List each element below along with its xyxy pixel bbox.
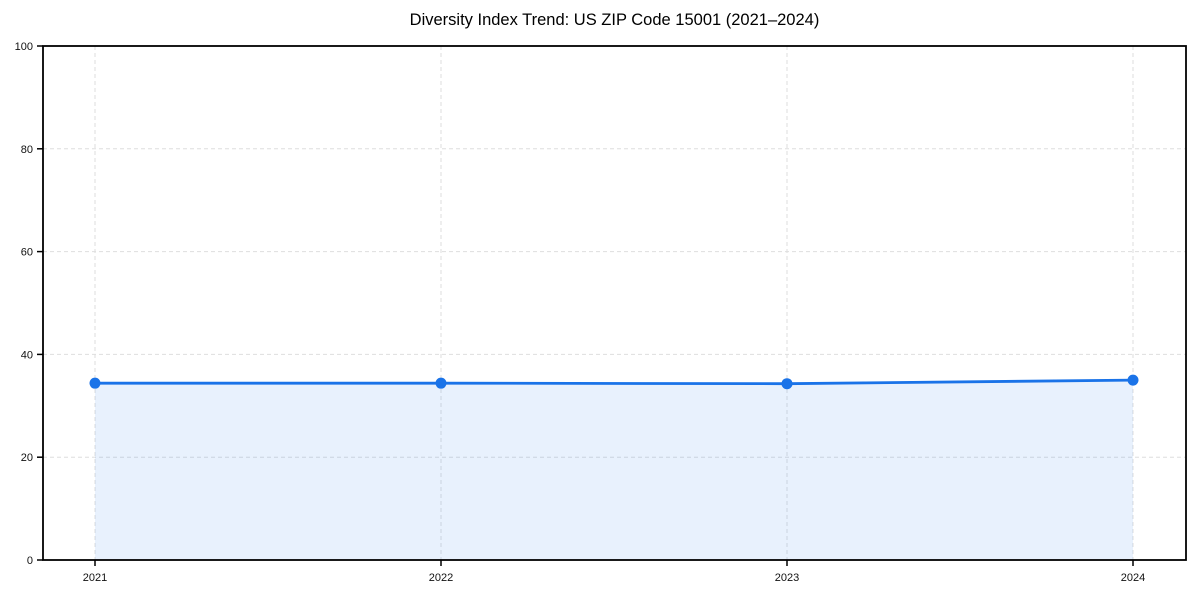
data-point [435,377,447,389]
area-fill [95,380,1133,560]
y-tick-label: 20 [21,452,33,464]
x-tick-label: 2022 [429,572,453,584]
y-tick-label: 0 [27,555,33,567]
x-tick-label: 2021 [83,572,107,584]
y-tick-label: 80 [21,144,33,156]
y-tick-label: 100 [15,41,33,53]
y-tick-label: 40 [21,349,33,361]
y-tick-label: 60 [21,247,33,259]
x-tick-label: 2023 [775,572,799,584]
data-point [89,377,101,389]
trend-line [93,378,1135,386]
data-point [1127,374,1139,386]
data-point [781,378,793,390]
chart-title: Diversity Index Trend: US ZIP Code 15001… [409,11,820,29]
plot-spines [42,45,1187,561]
x-tick-label: 2024 [1121,572,1145,584]
